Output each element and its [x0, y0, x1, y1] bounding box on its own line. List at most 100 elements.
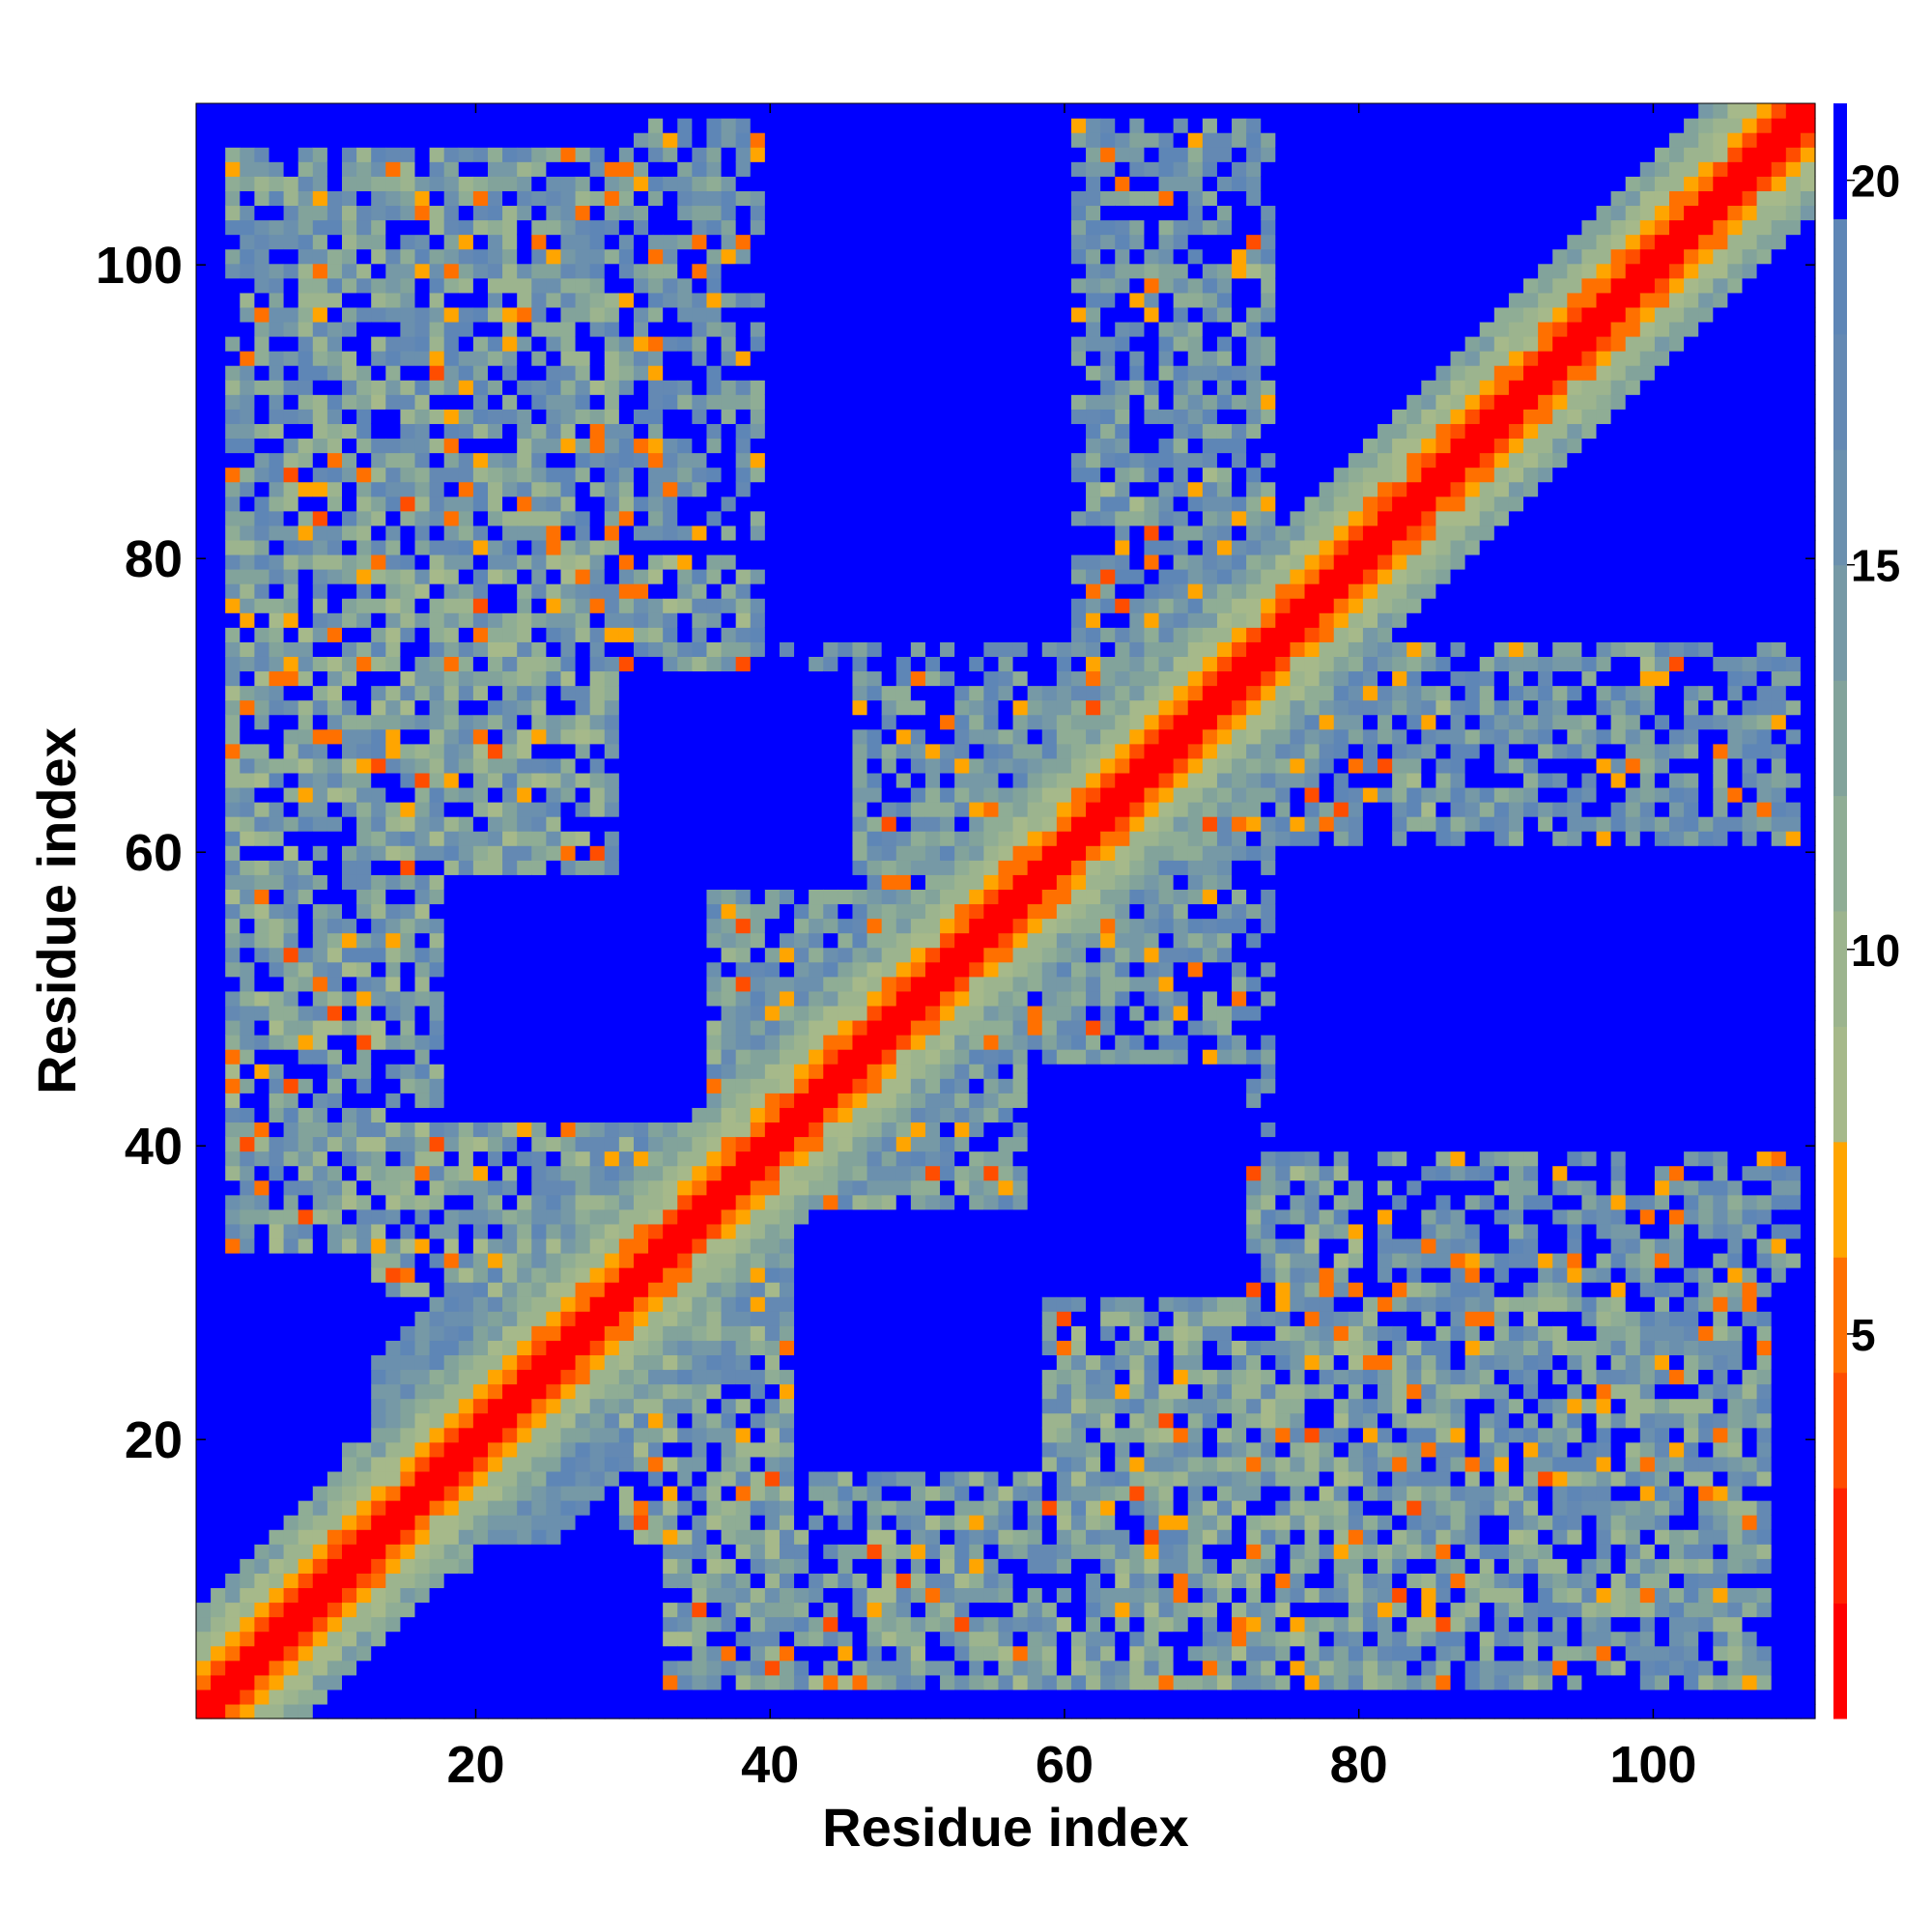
heatmap-cell [371, 1151, 386, 1167]
heatmap-cell [371, 132, 386, 148]
heatmap-cell [211, 641, 226, 657]
heatmap-cell [677, 1515, 693, 1530]
heatmap-cell [225, 205, 241, 220]
heatmap-cell [488, 118, 503, 133]
heatmap-cell [473, 351, 489, 366]
heatmap-cell [576, 1354, 591, 1370]
heatmap-cell [765, 1603, 781, 1618]
heatmap-cell [488, 1020, 503, 1036]
heatmap-cell [254, 1064, 270, 1079]
heatmap-cell [444, 394, 460, 410]
heatmap-cell [371, 1311, 386, 1326]
heatmap-cell [634, 1136, 649, 1151]
heatmap-cell [706, 1369, 722, 1384]
heatmap-cell [809, 540, 824, 555]
heatmap-cell [211, 948, 226, 963]
heatmap-cell [254, 758, 270, 774]
heatmap-cell [619, 656, 635, 671]
heatmap-cell [196, 933, 212, 949]
heatmap-cell [605, 1340, 620, 1355]
heatmap-cell [473, 1209, 489, 1225]
heatmap-cell [298, 583, 314, 599]
heatmap-cell [356, 1354, 372, 1370]
heatmap-cell [400, 598, 415, 613]
heatmap-cell [794, 1646, 810, 1662]
heatmap-cell [270, 583, 285, 599]
heatmap-cell [706, 1529, 722, 1545]
heatmap-cell [838, 1340, 853, 1355]
heatmap-cell [692, 1136, 707, 1151]
heatmap-cell [459, 744, 474, 759]
heatmap-cell [371, 1267, 386, 1283]
heatmap-cell [225, 1486, 241, 1501]
heatmap-cell [634, 627, 649, 642]
heatmap-cell [648, 1107, 664, 1122]
heatmap-cell [270, 1296, 285, 1312]
heatmap-cell [648, 1224, 664, 1239]
heatmap-cell [270, 526, 285, 541]
heatmap-cell [488, 264, 503, 279]
heatmap-cell [414, 744, 430, 759]
heatmap-cell [736, 1151, 752, 1167]
heatmap-cell [692, 453, 707, 469]
heatmap-cell [765, 1354, 781, 1370]
heatmap-cell [414, 1282, 430, 1297]
heatmap-cell [648, 874, 664, 890]
heatmap-cell [692, 787, 707, 803]
heatmap-cell [284, 264, 299, 279]
heatmap-cell [327, 423, 343, 439]
heatmap-cell [240, 860, 255, 875]
heatmap-cell [605, 526, 620, 541]
heatmap-cell [459, 1093, 474, 1108]
heatmap-cell [794, 933, 810, 949]
heatmap-cell [794, 190, 810, 206]
heatmap-cell [692, 1573, 707, 1588]
heatmap-cell [356, 1035, 372, 1050]
heatmap-cell [605, 1035, 620, 1050]
heatmap-cell [823, 700, 838, 716]
heatmap-cell [473, 1471, 489, 1487]
heatmap-cell [794, 977, 810, 992]
heatmap-cell [284, 1544, 299, 1559]
heatmap-cell [590, 773, 606, 788]
heatmap-cell [196, 482, 212, 497]
heatmap-cell [240, 1544, 255, 1559]
heatmap-cell [270, 1282, 285, 1297]
heatmap-cell [284, 598, 299, 613]
heatmap-cell [211, 1282, 226, 1297]
heatmap-cell [473, 1136, 489, 1151]
heatmap-cell [254, 787, 270, 803]
heatmap-cell [809, 729, 824, 745]
heatmap-cell [211, 103, 226, 119]
heatmap-cell [736, 118, 752, 133]
heatmap-cell [342, 831, 357, 846]
heatmap-cell [619, 1354, 635, 1370]
heatmap-cell [444, 1311, 460, 1326]
heatmap-cell [284, 293, 299, 308]
heatmap-cell [225, 831, 241, 846]
heatmap-cell [327, 1209, 343, 1225]
heatmap-cell [706, 336, 722, 352]
heatmap-cell [765, 1632, 781, 1647]
heatmap-cell [619, 380, 635, 395]
heatmap-cell [240, 1413, 255, 1429]
heatmap-cell [473, 773, 489, 788]
heatmap-cell [619, 307, 635, 323]
heatmap-cell [284, 322, 299, 337]
heatmap-cell [677, 438, 693, 453]
heatmap-cell [605, 802, 620, 817]
heatmap-cell [546, 1486, 561, 1501]
heatmap-cell [517, 1661, 532, 1676]
heatmap-cell [794, 365, 810, 381]
heatmap-cell [473, 365, 489, 381]
heatmap-cell [838, 758, 853, 774]
heatmap-cell [634, 598, 649, 613]
heatmap-cell [576, 1573, 591, 1588]
heatmap-cell [663, 264, 678, 279]
heatmap-cell [240, 612, 255, 628]
heatmap-cell [254, 307, 270, 323]
heatmap-cell [400, 1500, 415, 1516]
heatmap-cell [722, 758, 737, 774]
heatmap-cell [765, 132, 781, 148]
heatmap-cell [823, 205, 838, 220]
